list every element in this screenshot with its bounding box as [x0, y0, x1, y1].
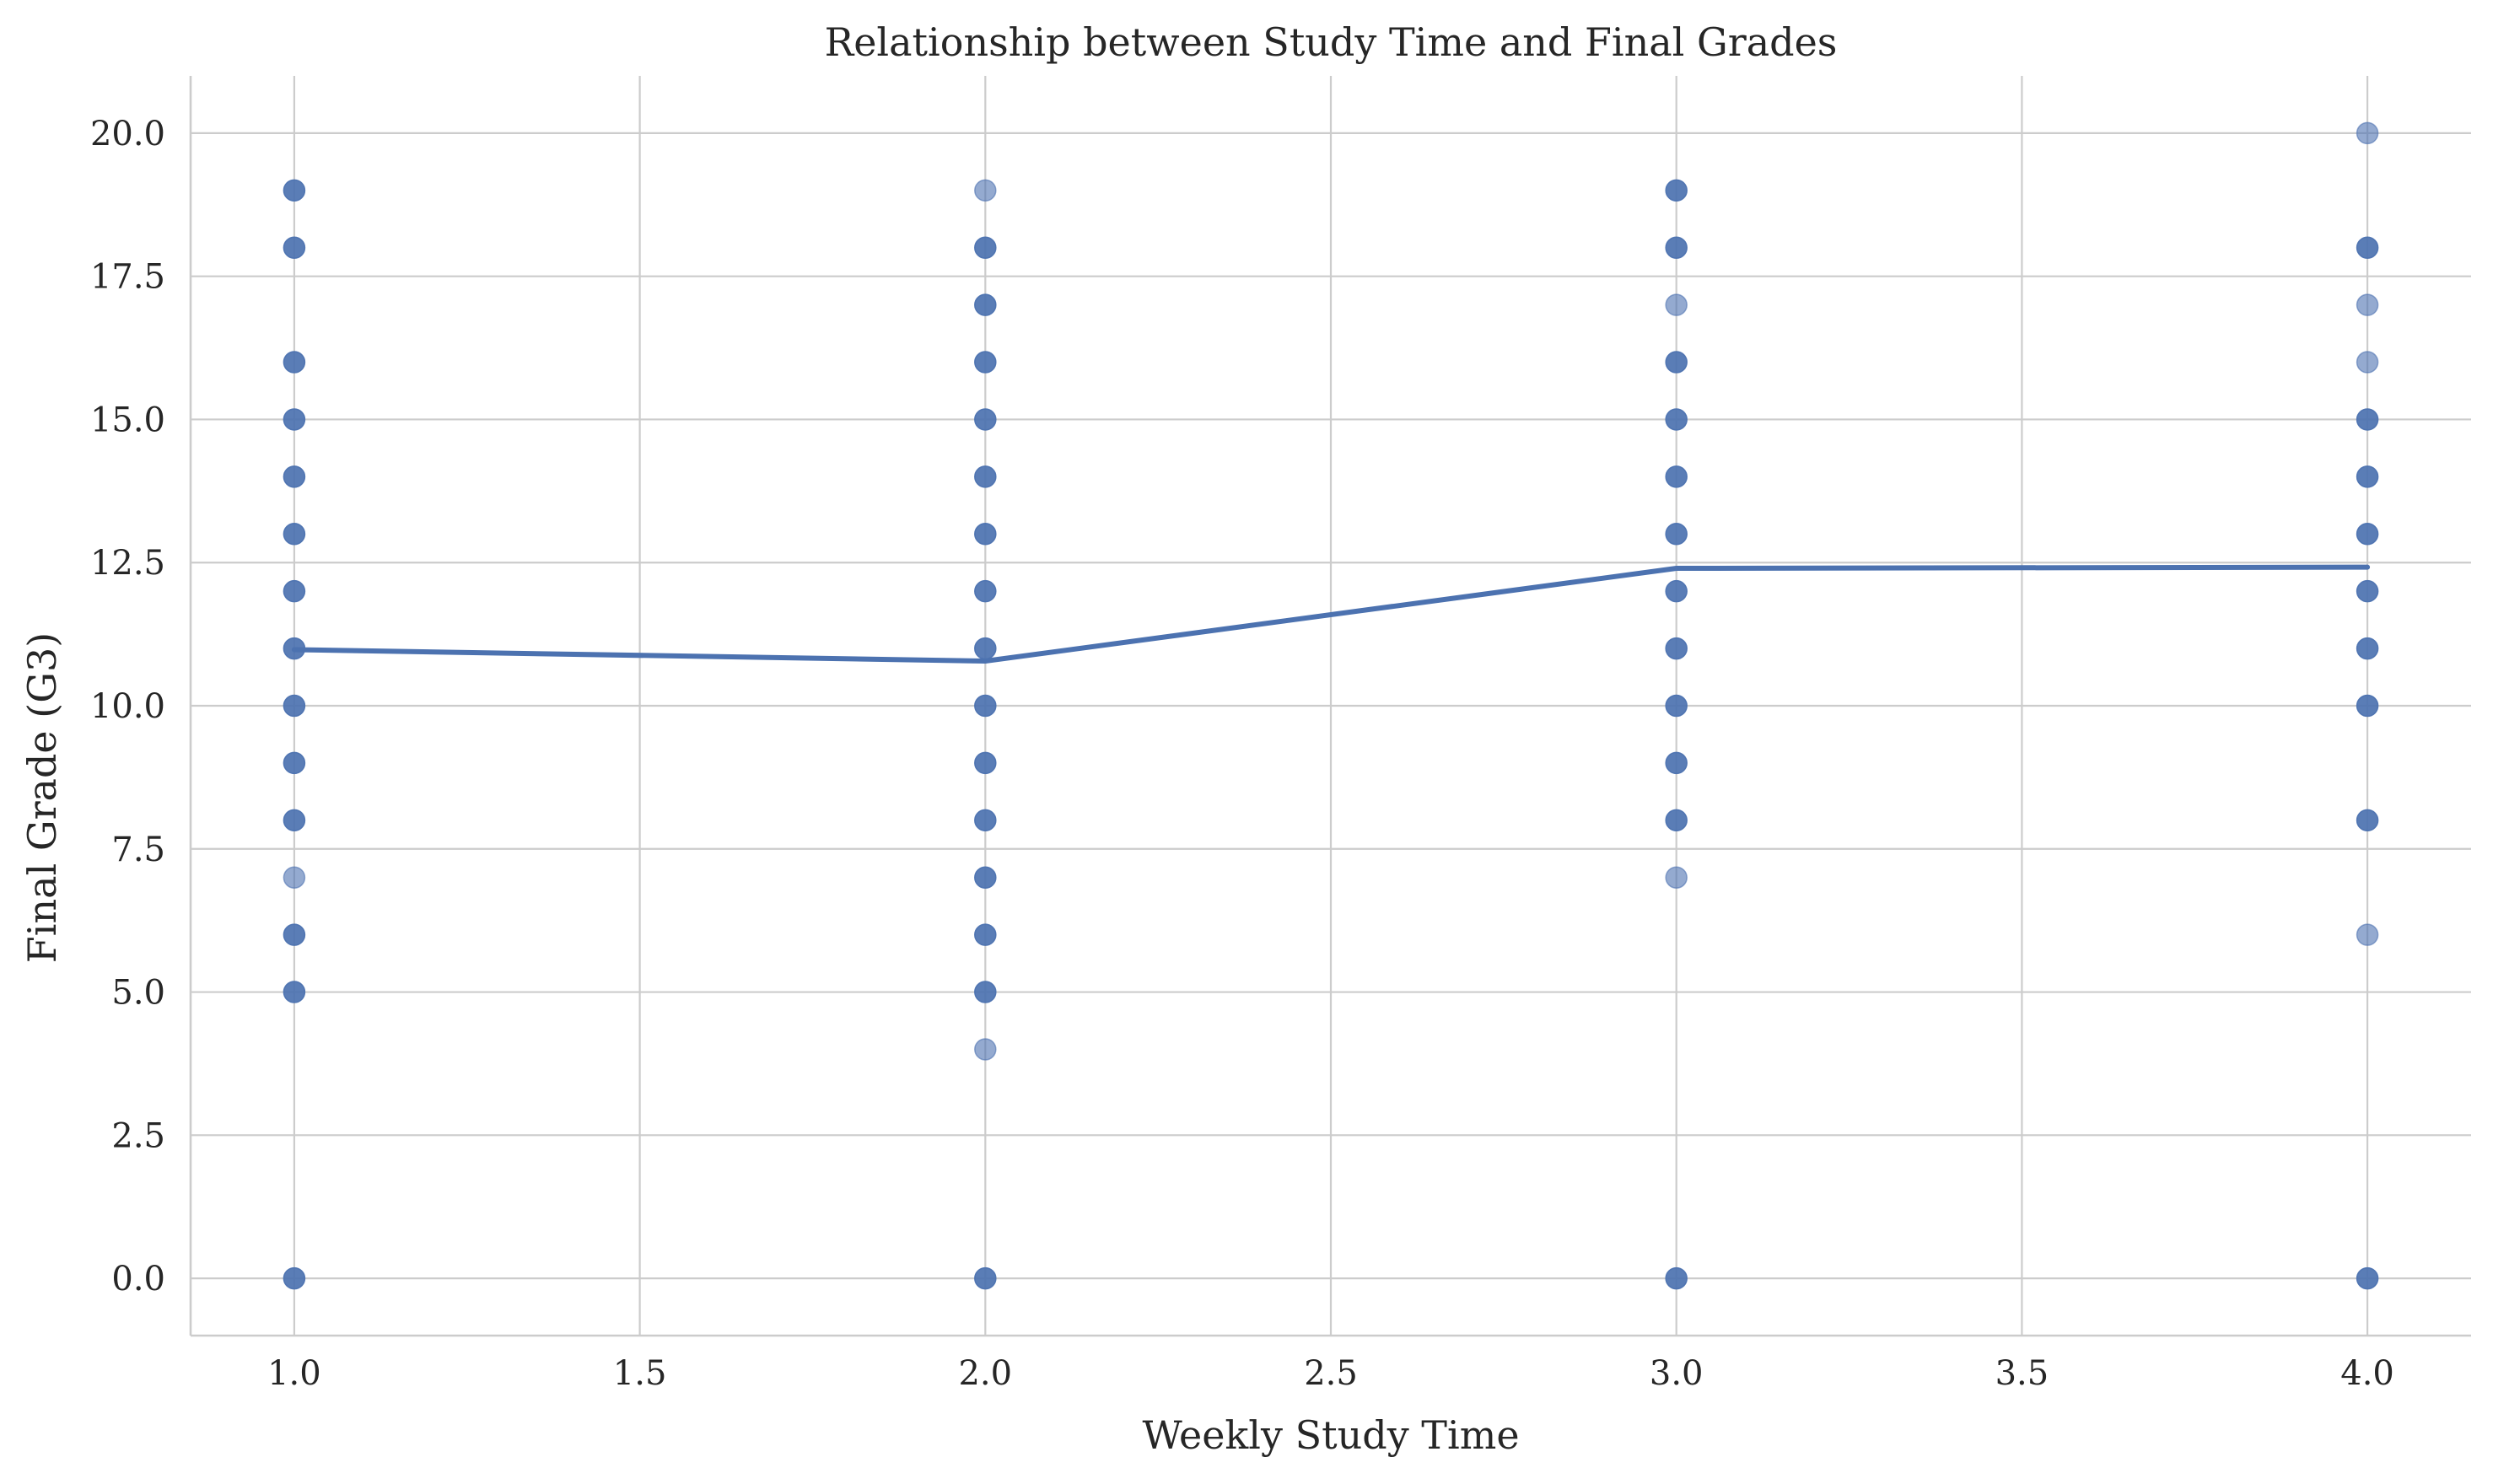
scatter-point — [1665, 694, 1688, 718]
scatter-point — [2356, 293, 2379, 316]
scatter-point — [974, 351, 997, 374]
scatter-point — [283, 236, 306, 259]
scatter-point — [2356, 579, 2379, 603]
scatter-point — [2356, 121, 2379, 145]
scatter-point — [974, 408, 997, 431]
scatter-point — [283, 751, 306, 775]
scatter-point — [1665, 866, 1688, 889]
scatter-point — [283, 809, 306, 832]
scatter-point — [974, 637, 997, 660]
y-tick-label: 0.0 — [111, 1260, 165, 1298]
scatter-point — [2356, 408, 2379, 431]
y-tick-label: 2.5 — [111, 1116, 165, 1155]
scatter-point — [1665, 809, 1688, 832]
scatter-point — [283, 923, 306, 946]
scatter-point — [974, 866, 997, 889]
grid-layer — [191, 76, 2471, 1336]
scatter-point — [1665, 179, 1688, 202]
scatter-point — [974, 179, 997, 202]
scatter-point — [283, 579, 306, 603]
scatter-point — [2356, 1266, 2379, 1290]
scatter-point — [974, 981, 997, 1003]
scatter-point — [283, 694, 306, 718]
mean-line — [291, 564, 2371, 664]
y-tick-label: 10.0 — [90, 687, 165, 726]
y-tick-label: 20.0 — [90, 115, 165, 153]
scatter-point — [2356, 694, 2379, 718]
points-layer — [283, 121, 2379, 1290]
scatter-point — [283, 179, 306, 202]
scatter-point — [1665, 236, 1688, 259]
scatter-point — [974, 465, 997, 488]
scatter-point — [974, 236, 997, 259]
x-axis-label: Weekly Study Time — [1142, 1412, 1519, 1458]
scatter-point — [1665, 637, 1688, 660]
chart-title: Relationship between Study Time and Fina… — [825, 19, 1838, 65]
scatter-point — [1665, 293, 1688, 316]
scatter-point — [2356, 465, 2379, 488]
y-tick-label: 7.5 — [111, 831, 165, 869]
scatter-point — [283, 523, 306, 546]
scatter-point — [2356, 809, 2379, 832]
scatter-point — [283, 465, 306, 488]
scatter-point — [1665, 351, 1688, 374]
scatter-point — [974, 923, 997, 946]
scatter-point — [283, 1266, 306, 1290]
scatter-point — [974, 694, 997, 718]
scatter-point — [1665, 465, 1688, 488]
scatter-point — [974, 1266, 997, 1290]
scatter-point — [2356, 236, 2379, 259]
y-tick-label: 5.0 — [111, 974, 165, 1013]
y-axis-label: Final Grade (G3) — [19, 632, 65, 963]
scatter-point — [974, 1038, 997, 1061]
ticks-layer: 1.0 1.5 2.0 2.5 3.0 3.5 4.0 0.0 2.5 5.0 7.5 10.0 12.… — [90, 115, 2394, 1393]
y-tick-label: 12.5 — [90, 544, 165, 583]
x-tick-label: 1.0 — [267, 1354, 321, 1393]
scatter-point — [1665, 408, 1688, 431]
scatter-point — [1665, 579, 1688, 603]
x-tick-label: 1.5 — [613, 1354, 667, 1393]
scatter-point — [974, 809, 997, 832]
x-tick-label: 2.5 — [1304, 1354, 1358, 1393]
line-layer — [291, 564, 2371, 664]
x-tick-label: 3.5 — [1995, 1354, 2049, 1393]
scatter-point — [974, 751, 997, 775]
scatter-point — [2356, 637, 2379, 660]
scatter-point — [2356, 923, 2379, 946]
scatter-point — [283, 981, 306, 1003]
scatter-point — [974, 293, 997, 316]
x-tick-label: 3.0 — [1650, 1354, 1704, 1393]
y-tick-label: 17.5 — [90, 258, 165, 297]
y-tick-label: 15.0 — [90, 401, 165, 439]
scatter-point — [1665, 1266, 1688, 1290]
scatter-point — [1665, 523, 1688, 546]
scatter-point — [974, 523, 997, 546]
scatter-point — [974, 579, 997, 603]
scatter-point — [2356, 523, 2379, 546]
scatter-point — [283, 351, 306, 374]
x-tick-label: 4.0 — [2340, 1354, 2394, 1393]
scatter-point — [2356, 351, 2379, 374]
scatter-point — [283, 408, 306, 431]
axes-layer — [189, 76, 2471, 1337]
scatter-point — [283, 866, 306, 889]
x-tick-label: 2.0 — [958, 1354, 1012, 1393]
scatter-point — [1665, 751, 1688, 775]
